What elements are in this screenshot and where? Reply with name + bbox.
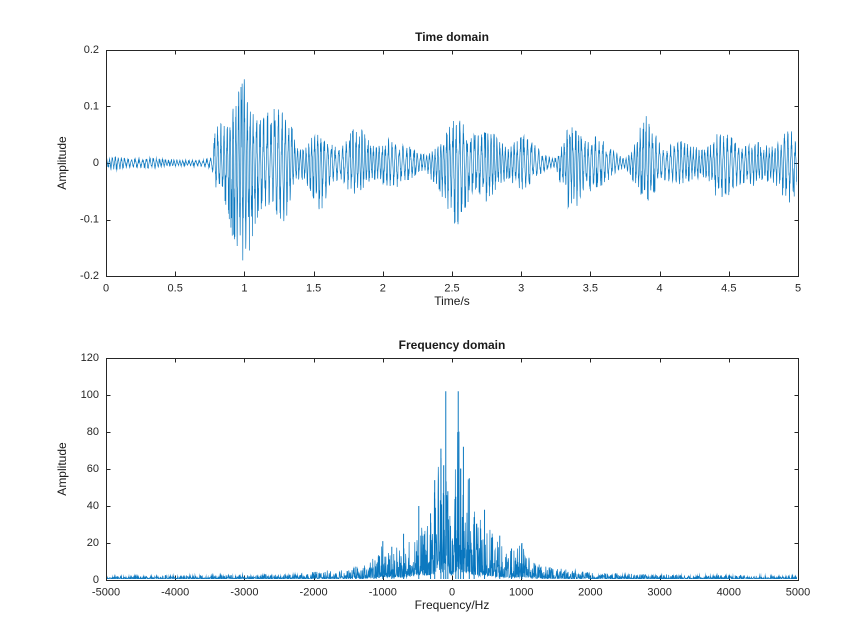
- time-domain-title: Time domain: [415, 30, 489, 44]
- time-domain-xlabel: Time/s: [434, 294, 470, 308]
- time-domain-ylabel: Amplitude: [55, 136, 69, 190]
- frequency-domain-ylabel: Amplitude: [55, 442, 69, 496]
- frequency-domain-title: Frequency domain: [398, 338, 506, 352]
- frequency-domain-xlabel: Frequency/Hz: [414, 598, 490, 612]
